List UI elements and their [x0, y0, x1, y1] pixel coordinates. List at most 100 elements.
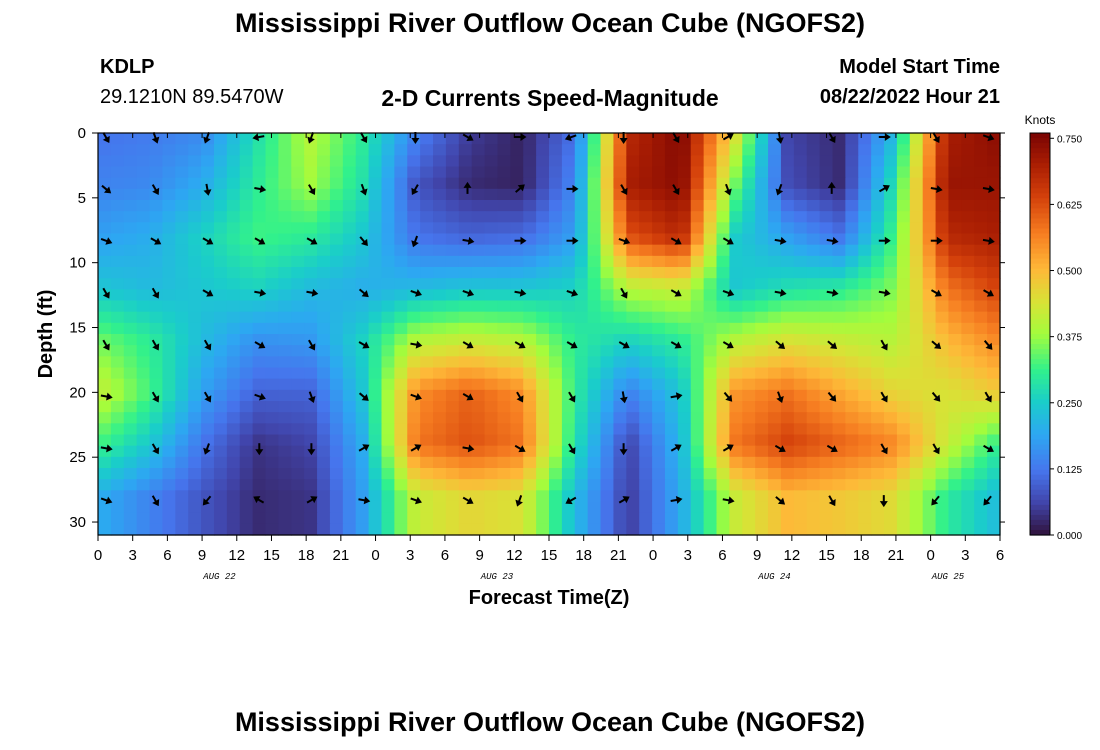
- heatmap-cell: [291, 188, 305, 201]
- heatmap-cell: [639, 267, 653, 279]
- heatmap-cell: [961, 456, 975, 469]
- heatmap-cell: [664, 378, 679, 391]
- heatmap-cell: [98, 166, 112, 179]
- heatmap-cell: [626, 188, 640, 201]
- heatmap-cell: [755, 300, 769, 313]
- heatmap-cell: [626, 445, 640, 458]
- heatmap-cell: [639, 177, 653, 190]
- heatmap-cell: [239, 345, 254, 357]
- heatmap-cell: [407, 434, 421, 447]
- heatmap-cell: [342, 389, 357, 402]
- heatmap-cell: [317, 423, 331, 436]
- heatmap-cell: [639, 389, 653, 402]
- heatmap-cell: [922, 356, 937, 369]
- heatmap-cell: [806, 233, 821, 246]
- heatmap-cell: [342, 278, 357, 290]
- heatmap-cell: [987, 468, 1001, 480]
- heatmap-cell: [909, 278, 924, 290]
- heatmap-cell: [394, 244, 408, 257]
- heatmap-cell: [445, 133, 460, 145]
- heatmap-cell: [394, 177, 408, 190]
- heatmap-cell: [574, 289, 589, 302]
- heatmap-cell: [136, 222, 151, 235]
- x-tick-label: 6: [718, 547, 726, 564]
- heatmap-cell: [896, 412, 911, 424]
- chart-title: Mississippi River Outflow Ocean Cube (NG…: [234, 8, 866, 38]
- heatmap-cell: [549, 166, 563, 179]
- heatmap-cell: [471, 289, 486, 302]
- heatmap-cell: [690, 166, 705, 179]
- heatmap-cell: [213, 501, 228, 514]
- heatmap-cell: [149, 188, 164, 201]
- heatmap-cell: [793, 144, 808, 156]
- heatmap-cell: [832, 188, 846, 201]
- heatmap-cell: [226, 367, 241, 380]
- heatmap-cell: [278, 133, 292, 145]
- heatmap-cell: [394, 468, 408, 480]
- heatmap-cell: [909, 345, 924, 357]
- current-arrow: [102, 132, 110, 144]
- current-arrow: [150, 237, 162, 245]
- heatmap-cell: [884, 222, 898, 235]
- heatmap-cell: [265, 490, 279, 503]
- heatmap-cell: [123, 177, 138, 190]
- heatmap-cell: [652, 300, 666, 313]
- heatmap-cell: [523, 389, 537, 402]
- heatmap-cell: [871, 311, 885, 324]
- heatmap-cell: [149, 222, 164, 235]
- heatmap-cell: [342, 456, 357, 469]
- heatmap-cell: [226, 278, 241, 290]
- heatmap-cell: [226, 255, 241, 268]
- heatmap-cell: [239, 501, 254, 514]
- heatmap-cell: [484, 389, 499, 402]
- heatmap-cell: [523, 255, 537, 268]
- heatmap-cell: [110, 133, 125, 145]
- heatmap-cell: [188, 133, 202, 145]
- heatmap-cell: [278, 155, 292, 168]
- heatmap-cell: [961, 468, 975, 480]
- heatmap-cell: [368, 490, 383, 503]
- heatmap-cell: [793, 155, 808, 168]
- heatmap-cell: [98, 434, 112, 447]
- heatmap-cell: [613, 367, 627, 380]
- heatmap-cell: [768, 300, 782, 313]
- heatmap-cell: [278, 401, 292, 413]
- heatmap-cell: [175, 367, 189, 380]
- heatmap-cell: [355, 211, 370, 223]
- heatmap-cell: [806, 322, 821, 335]
- heatmap-cell: [755, 155, 769, 168]
- heatmap-cell: [793, 211, 808, 223]
- heatmap-cell: [549, 367, 563, 380]
- colorbar-cell: [1030, 328, 1050, 335]
- heatmap-cell: [175, 445, 189, 458]
- heatmap-cell: [497, 389, 511, 402]
- heatmap-cell: [871, 200, 885, 212]
- heatmap-cell: [136, 501, 151, 514]
- heatmap-cell: [935, 244, 950, 257]
- colorbar-cell: [1030, 479, 1050, 486]
- heatmap-cell: [896, 434, 911, 447]
- heatmap-cell: [587, 423, 602, 436]
- colorbar-cell: [1030, 308, 1050, 315]
- heatmap-cell: [445, 188, 460, 201]
- heatmap-cell: [175, 255, 189, 268]
- heatmap-cell: [613, 177, 627, 190]
- heatmap-cell: [342, 211, 357, 223]
- heatmap-cell: [484, 334, 499, 346]
- heatmap-cell: [974, 501, 988, 514]
- heatmap-cell: [536, 479, 550, 491]
- heatmap-cell: [149, 334, 164, 346]
- heatmap-cell: [961, 300, 975, 313]
- heatmap-cell: [922, 389, 937, 402]
- heatmap-cell: [484, 166, 499, 179]
- heatmap-cell: [329, 244, 344, 257]
- heatmap-cell: [149, 523, 164, 536]
- heatmap-cell: [394, 133, 408, 145]
- heatmap-cell: [252, 177, 267, 190]
- heatmap-cell: [368, 233, 383, 246]
- heatmap-cell: [445, 367, 460, 380]
- heatmap-cell: [806, 278, 821, 290]
- colorbar-cell: [1030, 168, 1050, 174]
- heatmap-cell: [536, 133, 550, 145]
- heatmap-cell: [613, 300, 627, 313]
